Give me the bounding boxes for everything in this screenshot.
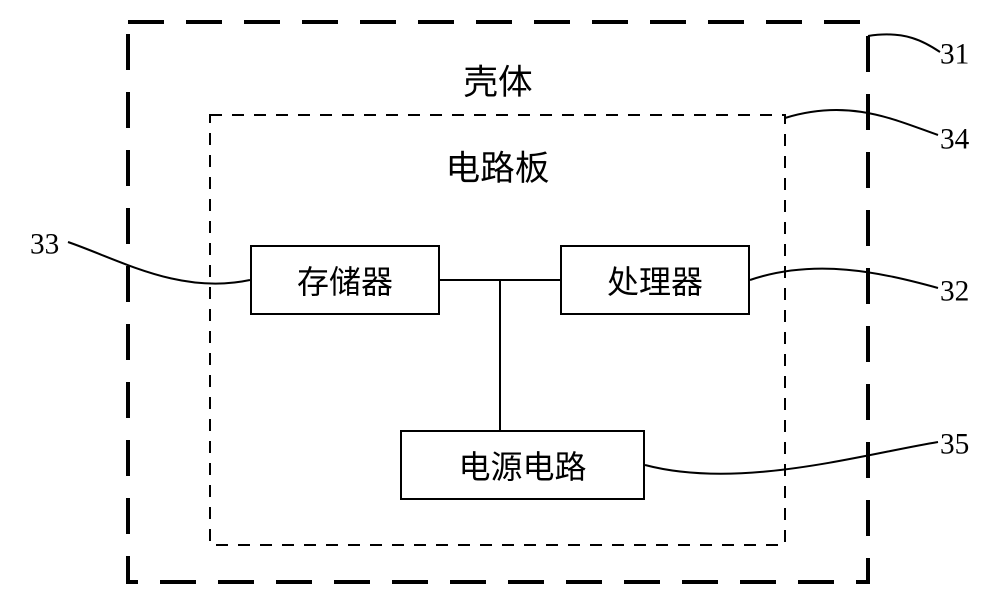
callout-31: 31 (940, 39, 969, 72)
callout-leader-35 (645, 442, 938, 474)
callout-35: 35 (940, 429, 969, 462)
callouts-svg (0, 0, 1000, 609)
callout-33: 33 (30, 229, 59, 262)
callout-32: 32 (940, 276, 969, 309)
callout-leader-33 (68, 242, 250, 284)
callout-34: 34 (940, 124, 969, 157)
callout-leader-34 (785, 110, 938, 135)
callout-leader-32 (750, 269, 938, 288)
diagram-canvas: 壳体 电路板 存储器 处理器 电源电路 31 34 32 35 33 (0, 0, 1000, 609)
callout-leader-31 (868, 34, 940, 52)
